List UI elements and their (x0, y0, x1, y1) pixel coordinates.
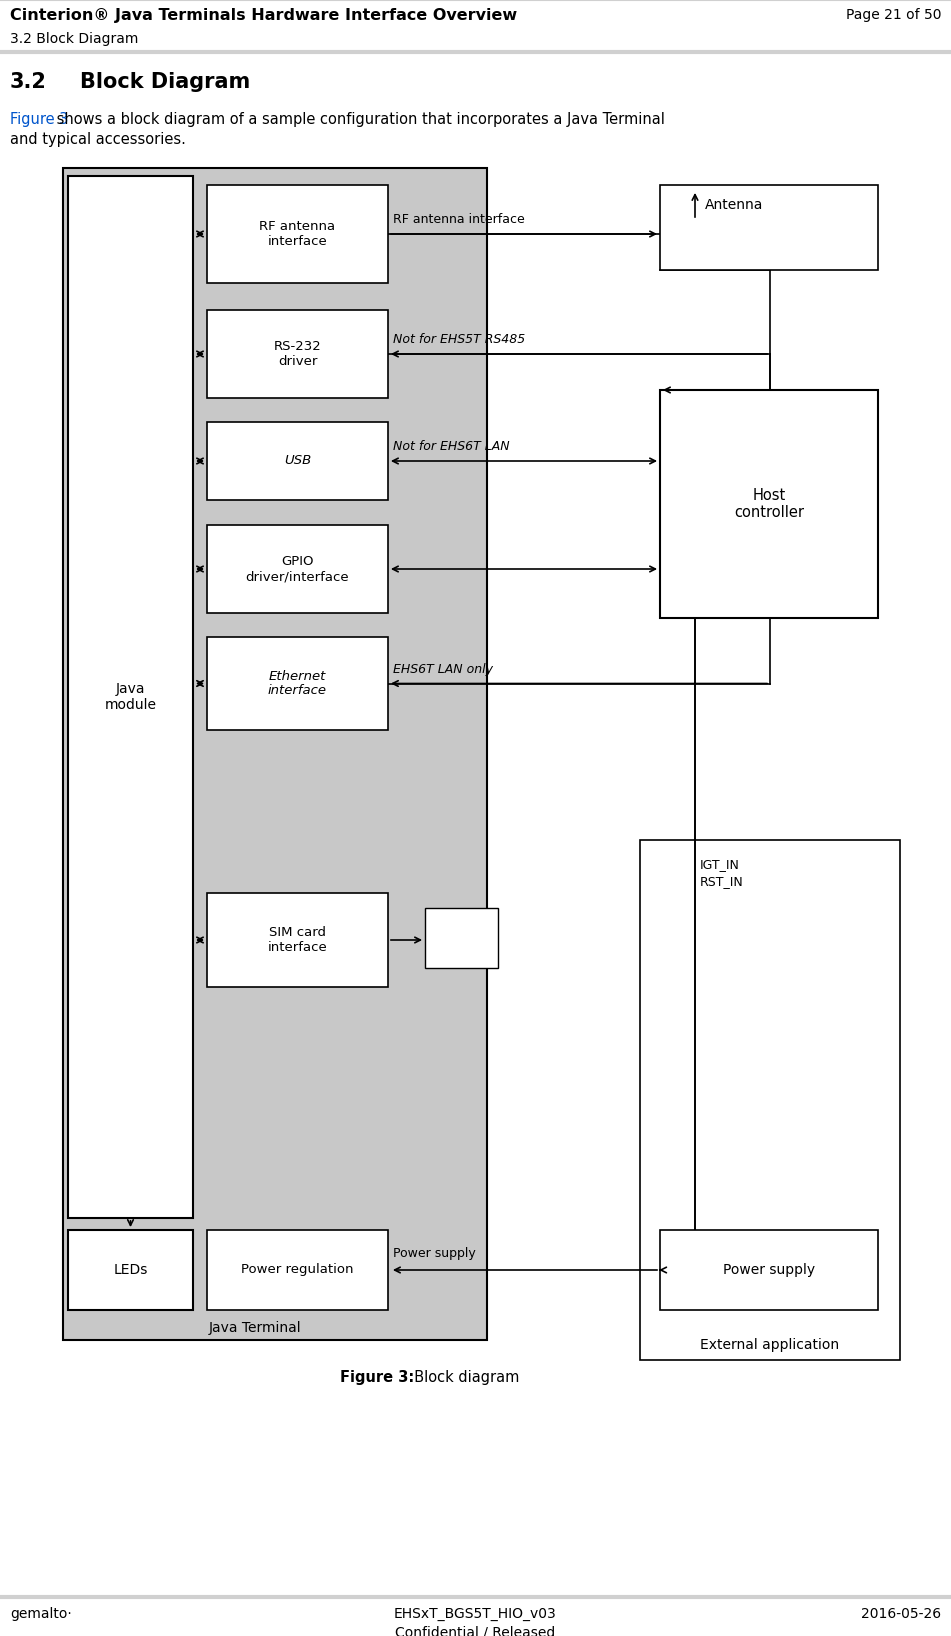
Bar (425, 908, 498, 969)
Bar (207, 1230, 388, 1310)
Text: RF antenna
interface: RF antenna interface (260, 219, 336, 249)
Text: Ethernet
interface: Ethernet interface (268, 669, 327, 697)
Text: IGT_IN
RST_IN: IGT_IN RST_IN (700, 857, 744, 888)
Text: Block diagram: Block diagram (405, 1369, 519, 1386)
Bar (660, 1230, 878, 1310)
Text: gemalto·: gemalto· (10, 1607, 71, 1621)
Text: External application: External application (701, 1338, 840, 1351)
Text: Cinterion® Java Terminals Hardware Interface Overview: Cinterion® Java Terminals Hardware Inter… (10, 8, 517, 23)
Text: Power supply: Power supply (723, 1263, 815, 1278)
Text: SIM
card: SIM card (450, 928, 473, 949)
Bar (660, 389, 878, 618)
Text: Not for EHS6T LAN: Not for EHS6T LAN (393, 440, 510, 453)
Text: Host
controller: Host controller (734, 488, 804, 520)
Text: Page 21 of 50: Page 21 of 50 (845, 8, 941, 21)
Bar (68, 1230, 193, 1310)
Text: EHSxT_BGS5T_HIO_v03: EHSxT_BGS5T_HIO_v03 (394, 1607, 556, 1621)
Text: USB: USB (284, 455, 311, 468)
Bar (207, 309, 388, 398)
Text: shows a block diagram of a sample configuration that incorporates a Java Termina: shows a block diagram of a sample config… (52, 111, 665, 128)
Text: Power supply: Power supply (393, 1247, 476, 1260)
Bar (207, 525, 388, 614)
Bar (63, 169, 487, 1340)
Text: Power regulation: Power regulation (242, 1263, 354, 1276)
Bar (207, 636, 388, 730)
Text: LEDs: LEDs (113, 1263, 147, 1278)
Bar (660, 185, 878, 270)
Text: 3.2: 3.2 (10, 72, 47, 92)
Text: and typical accessories.: and typical accessories. (10, 133, 185, 147)
Text: RS-232
driver: RS-232 driver (274, 340, 321, 368)
Text: Confidential / Released: Confidential / Released (395, 1625, 555, 1636)
Text: 2016-05-26: 2016-05-26 (861, 1607, 941, 1621)
Text: Antenna: Antenna (705, 198, 764, 213)
Text: Block Diagram: Block Diagram (80, 72, 250, 92)
Bar (207, 893, 388, 987)
Text: EHS6T LAN only: EHS6T LAN only (393, 663, 493, 676)
Bar (68, 177, 193, 1217)
Text: Figure 3:: Figure 3: (340, 1369, 415, 1386)
Text: RF antenna interface: RF antenna interface (393, 213, 525, 226)
Text: 3.2 Block Diagram: 3.2 Block Diagram (10, 33, 139, 46)
Text: SIM card
interface: SIM card interface (267, 926, 327, 954)
Text: GPIO
driver/interface: GPIO driver/interface (245, 555, 349, 582)
Bar (207, 185, 388, 283)
Text: Java Terminal: Java Terminal (208, 1320, 301, 1335)
Text: Figure 3: Figure 3 (10, 111, 68, 128)
Bar (207, 422, 388, 501)
Text: Not for EHS5T RS485: Not for EHS5T RS485 (393, 334, 525, 345)
Text: Java
module: Java module (105, 682, 157, 712)
Bar (640, 839, 900, 1360)
